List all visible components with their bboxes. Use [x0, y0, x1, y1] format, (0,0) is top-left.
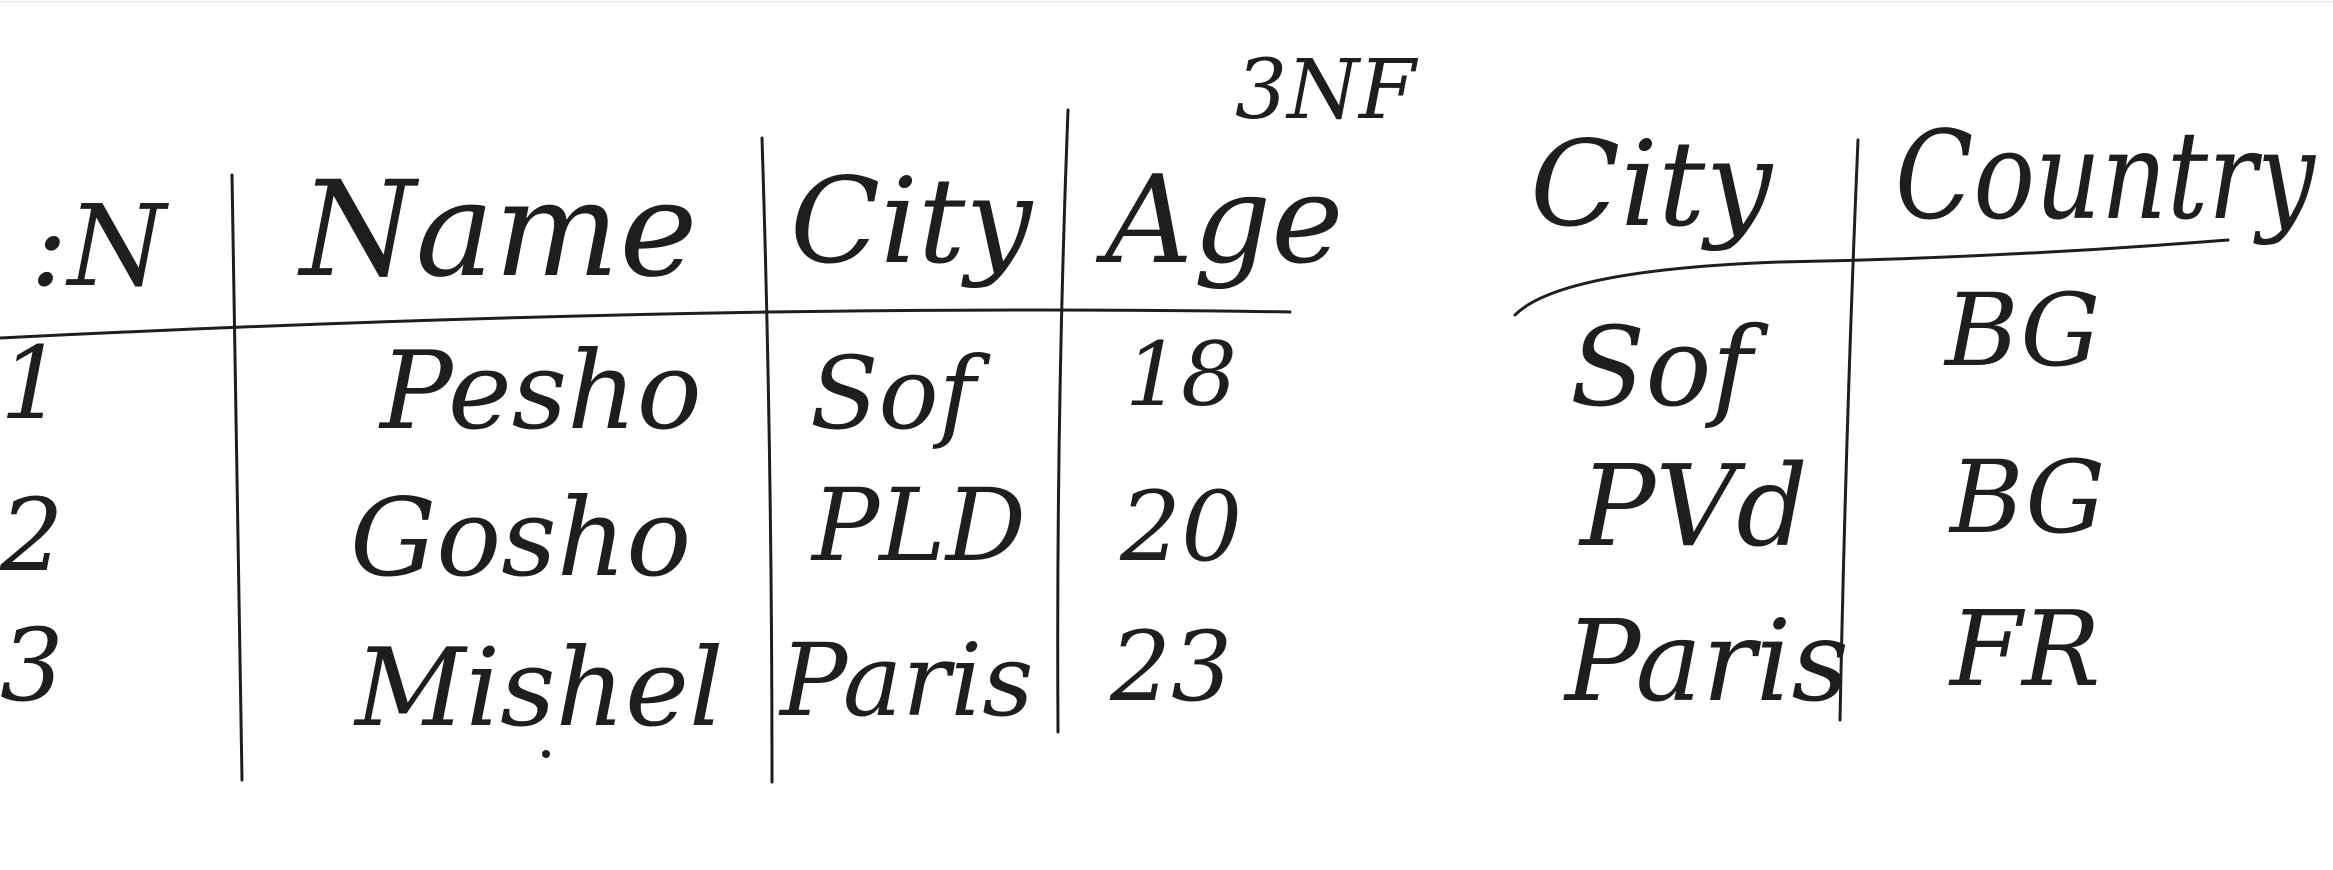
left-table-divider-3: [1056, 108, 1070, 734]
left-header-id: :N: [30, 182, 170, 312]
right-table-grid: [1513, 138, 2230, 722]
right-cell-city-2: PVd: [1578, 442, 1808, 572]
left-cell-city-3: Paris: [778, 622, 1034, 739]
right-cell-country-3: FR: [1948, 588, 2100, 710]
right-table-divider: [1838, 138, 1860, 722]
right-header-country: Country: [1895, 105, 2317, 247]
pen-cursor: [542, 750, 550, 758]
left-table-grid: [0, 108, 1292, 784]
right-cell-city-1: Sof: [1570, 303, 1769, 431]
right-header-city: City: [1530, 115, 1773, 253]
left-header-name: Name: [297, 153, 697, 307]
heading-3nf: 3NF: [1235, 43, 1419, 138]
left-cell-name-3: Mishel: [353, 626, 724, 751]
left-cell-id-3: 3: [0, 607, 64, 724]
left-cell-age-2: 20: [1119, 471, 1242, 583]
right-cell-country-2: BG: [1948, 439, 2105, 556]
left-cell-id-2: 2: [0, 477, 64, 594]
left-cell-city-2: PLD: [810, 467, 1026, 584]
left-cell-city-1: Sof: [810, 335, 991, 452]
right-table-header-rule: [1513, 238, 2230, 317]
left-table-divider-2: [760, 136, 774, 784]
left-table-header-rule: [0, 308, 1292, 340]
left-header-city: City: [790, 152, 1033, 290]
left-header-age: Age: [1095, 149, 1343, 291]
left-cell-age-1: 18: [1125, 323, 1237, 426]
left-cell-name-2: Gosho: [350, 476, 691, 601]
left-table-divider-1: [230, 173, 244, 782]
right-cell-country-1: BG: [1943, 272, 2100, 389]
left-cell-name-1: Pesho: [378, 329, 702, 454]
left-cell-id-1: 1: [0, 325, 64, 442]
right-cell-city-3: Paris: [1563, 597, 1849, 727]
left-cell-age-3: 23: [1109, 611, 1232, 723]
